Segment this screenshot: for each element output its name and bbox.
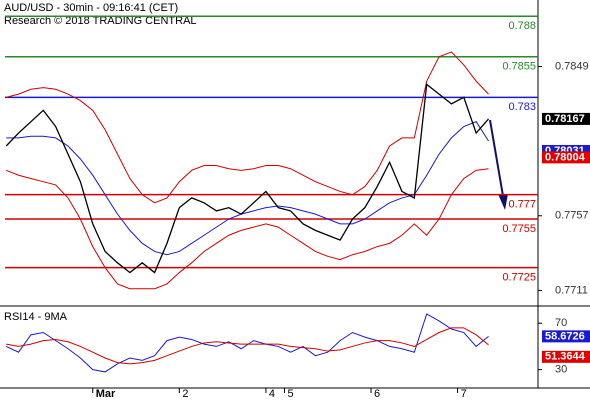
- price-label-box: [542, 151, 590, 164]
- x-tick-label: 4: [269, 388, 275, 400]
- price-label: 0.78167: [545, 113, 585, 125]
- x-tick-label: Mar: [96, 388, 116, 400]
- x-tick-label: 7: [461, 388, 467, 400]
- rsi-title: RSI14 - 9MA: [4, 311, 68, 323]
- series-line: [6, 327, 489, 365]
- forecast-arrow-head: [498, 194, 508, 210]
- x-tick-label: 5: [287, 388, 293, 400]
- y-tick-label: 70: [555, 317, 567, 329]
- y-tick-label: 0.7711: [555, 284, 588, 296]
- level-label: 0.7755: [502, 223, 536, 235]
- price-label: 58.6726: [545, 330, 585, 342]
- price-label-box: [542, 112, 590, 125]
- level-label: 0.777: [508, 199, 536, 211]
- level-label: 0.7725: [502, 272, 536, 284]
- series-line: [6, 168, 489, 290]
- level-label: 0.783: [508, 101, 536, 113]
- x-tick-label: 6: [374, 388, 380, 400]
- level-label: 0.7855: [502, 61, 536, 73]
- y-tick-label: 0.7849: [555, 60, 589, 72]
- forecast-arrow: [489, 119, 504, 197]
- price-label: 0.78004: [545, 151, 586, 163]
- price-label-box: [542, 330, 590, 343]
- series-line: [6, 51, 489, 204]
- price-label-box: [542, 350, 590, 363]
- chart-subtitle: Research © 2018 TRADING CENTRAL: [4, 15, 197, 27]
- series-line: [6, 121, 489, 256]
- chart-title: AUD/USD - 30min - 09:16:41 (CET): [4, 2, 178, 14]
- x-tick-label: 2: [182, 388, 188, 400]
- series-line: [5, 313, 489, 373]
- price-label: 51.3644: [545, 351, 586, 363]
- level-label: 0.788: [508, 20, 536, 32]
- y-tick-label: 30: [555, 364, 567, 376]
- y-tick-label: 0.7757: [555, 210, 589, 222]
- series-line: [5, 83, 490, 274]
